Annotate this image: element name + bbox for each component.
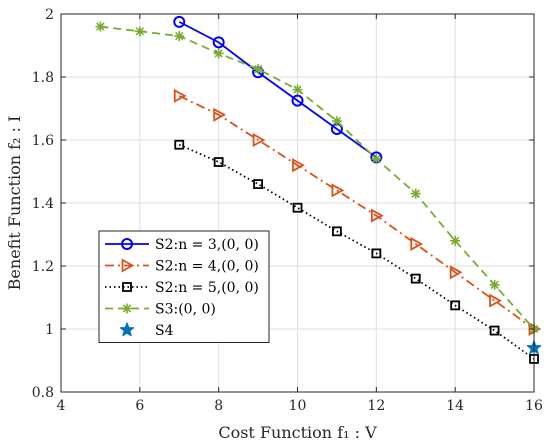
data-point bbox=[410, 188, 421, 199]
data-point bbox=[450, 300, 461, 311]
data-point bbox=[253, 64, 264, 75]
series-line bbox=[178, 21, 377, 159]
data-point bbox=[410, 236, 424, 251]
legend-entry: S3:(0, 0) bbox=[105, 302, 216, 318]
legend-entry: S2:n = 4,(0, 0) bbox=[105, 258, 259, 275]
legend-marker bbox=[121, 238, 133, 250]
series-3 bbox=[174, 139, 539, 364]
x-tick-label: 6 bbox=[135, 398, 144, 414]
data-point bbox=[213, 48, 224, 59]
data-point bbox=[174, 139, 185, 150]
data-point bbox=[174, 31, 185, 42]
axis-ticks: 4 6 8 10 12 14 16 0.8 1 1.2 1.4 1.6 1.8 2 bbox=[32, 7, 543, 414]
data-point bbox=[173, 88, 187, 103]
data-point bbox=[212, 36, 225, 49]
data-point bbox=[331, 116, 342, 127]
data-point bbox=[292, 202, 303, 213]
legend-marker bbox=[121, 258, 135, 273]
x-tick-label: 8 bbox=[214, 398, 223, 414]
data-point bbox=[292, 158, 305, 173]
legend-entry: S2:n = 5,(0, 0) bbox=[105, 280, 259, 296]
y-tick-label: 1.6 bbox=[32, 133, 54, 149]
data-point bbox=[410, 273, 421, 284]
data-point bbox=[291, 94, 304, 107]
y-tick-label: 2 bbox=[45, 7, 54, 23]
data-point bbox=[449, 265, 463, 280]
data-point bbox=[213, 107, 227, 122]
y-tick-label: 0.8 bbox=[32, 385, 54, 401]
data-point bbox=[253, 179, 263, 190]
data-point bbox=[370, 208, 384, 223]
data-point bbox=[173, 15, 186, 28]
y-tick-label: 1.8 bbox=[32, 70, 54, 86]
series-line bbox=[100, 25, 535, 330]
legend-marker bbox=[119, 322, 135, 337]
data-point bbox=[450, 235, 461, 246]
legend-label: S2:n = 4,(0, 0) bbox=[155, 259, 259, 275]
data-point bbox=[489, 293, 502, 308]
data-point bbox=[213, 157, 224, 167]
y-tick-label: 1.4 bbox=[32, 196, 54, 212]
y-tick-label: 1 bbox=[45, 322, 54, 338]
data-point bbox=[489, 325, 500, 336]
legend-marker bbox=[122, 303, 132, 314]
data-point bbox=[332, 226, 342, 237]
series-4 bbox=[95, 21, 539, 334]
series-line bbox=[178, 143, 535, 360]
data-point bbox=[95, 21, 106, 32]
data-point bbox=[489, 279, 500, 290]
data-point bbox=[134, 26, 145, 37]
legend-marker bbox=[122, 282, 132, 292]
legend-label: S2:n = 3,(0, 0) bbox=[155, 237, 259, 253]
legend-label: S4 bbox=[155, 323, 174, 339]
x-tick-label: 14 bbox=[446, 398, 464, 414]
data-point bbox=[292, 84, 303, 95]
x-axis-label: Cost Function f₁ : V bbox=[218, 423, 377, 442]
legend-label: S3:(0, 0) bbox=[155, 302, 216, 318]
y-axis-label: Benefit Function f₂ : I bbox=[5, 116, 24, 291]
x-tick-label: 10 bbox=[289, 398, 307, 414]
legend-entry: S2:n = 3,(0, 0) bbox=[105, 237, 259, 253]
legend-entry: S4 bbox=[119, 322, 174, 339]
data-point bbox=[331, 183, 345, 198]
data-point bbox=[371, 248, 382, 259]
legend-label: S2:n = 5,(0, 0) bbox=[155, 280, 259, 296]
data-point bbox=[252, 132, 266, 148]
data-point bbox=[371, 153, 382, 164]
y-tick-label: 1.2 bbox=[32, 259, 54, 275]
x-tick-label: 12 bbox=[367, 398, 385, 414]
x-tick-label: 16 bbox=[525, 398, 543, 414]
legend: S2:n = 3,(0, 0) S2:n = 4,(0, 0) S2:n = 5,(… bbox=[98, 230, 270, 343]
x-tick-label: 4 bbox=[57, 398, 66, 414]
